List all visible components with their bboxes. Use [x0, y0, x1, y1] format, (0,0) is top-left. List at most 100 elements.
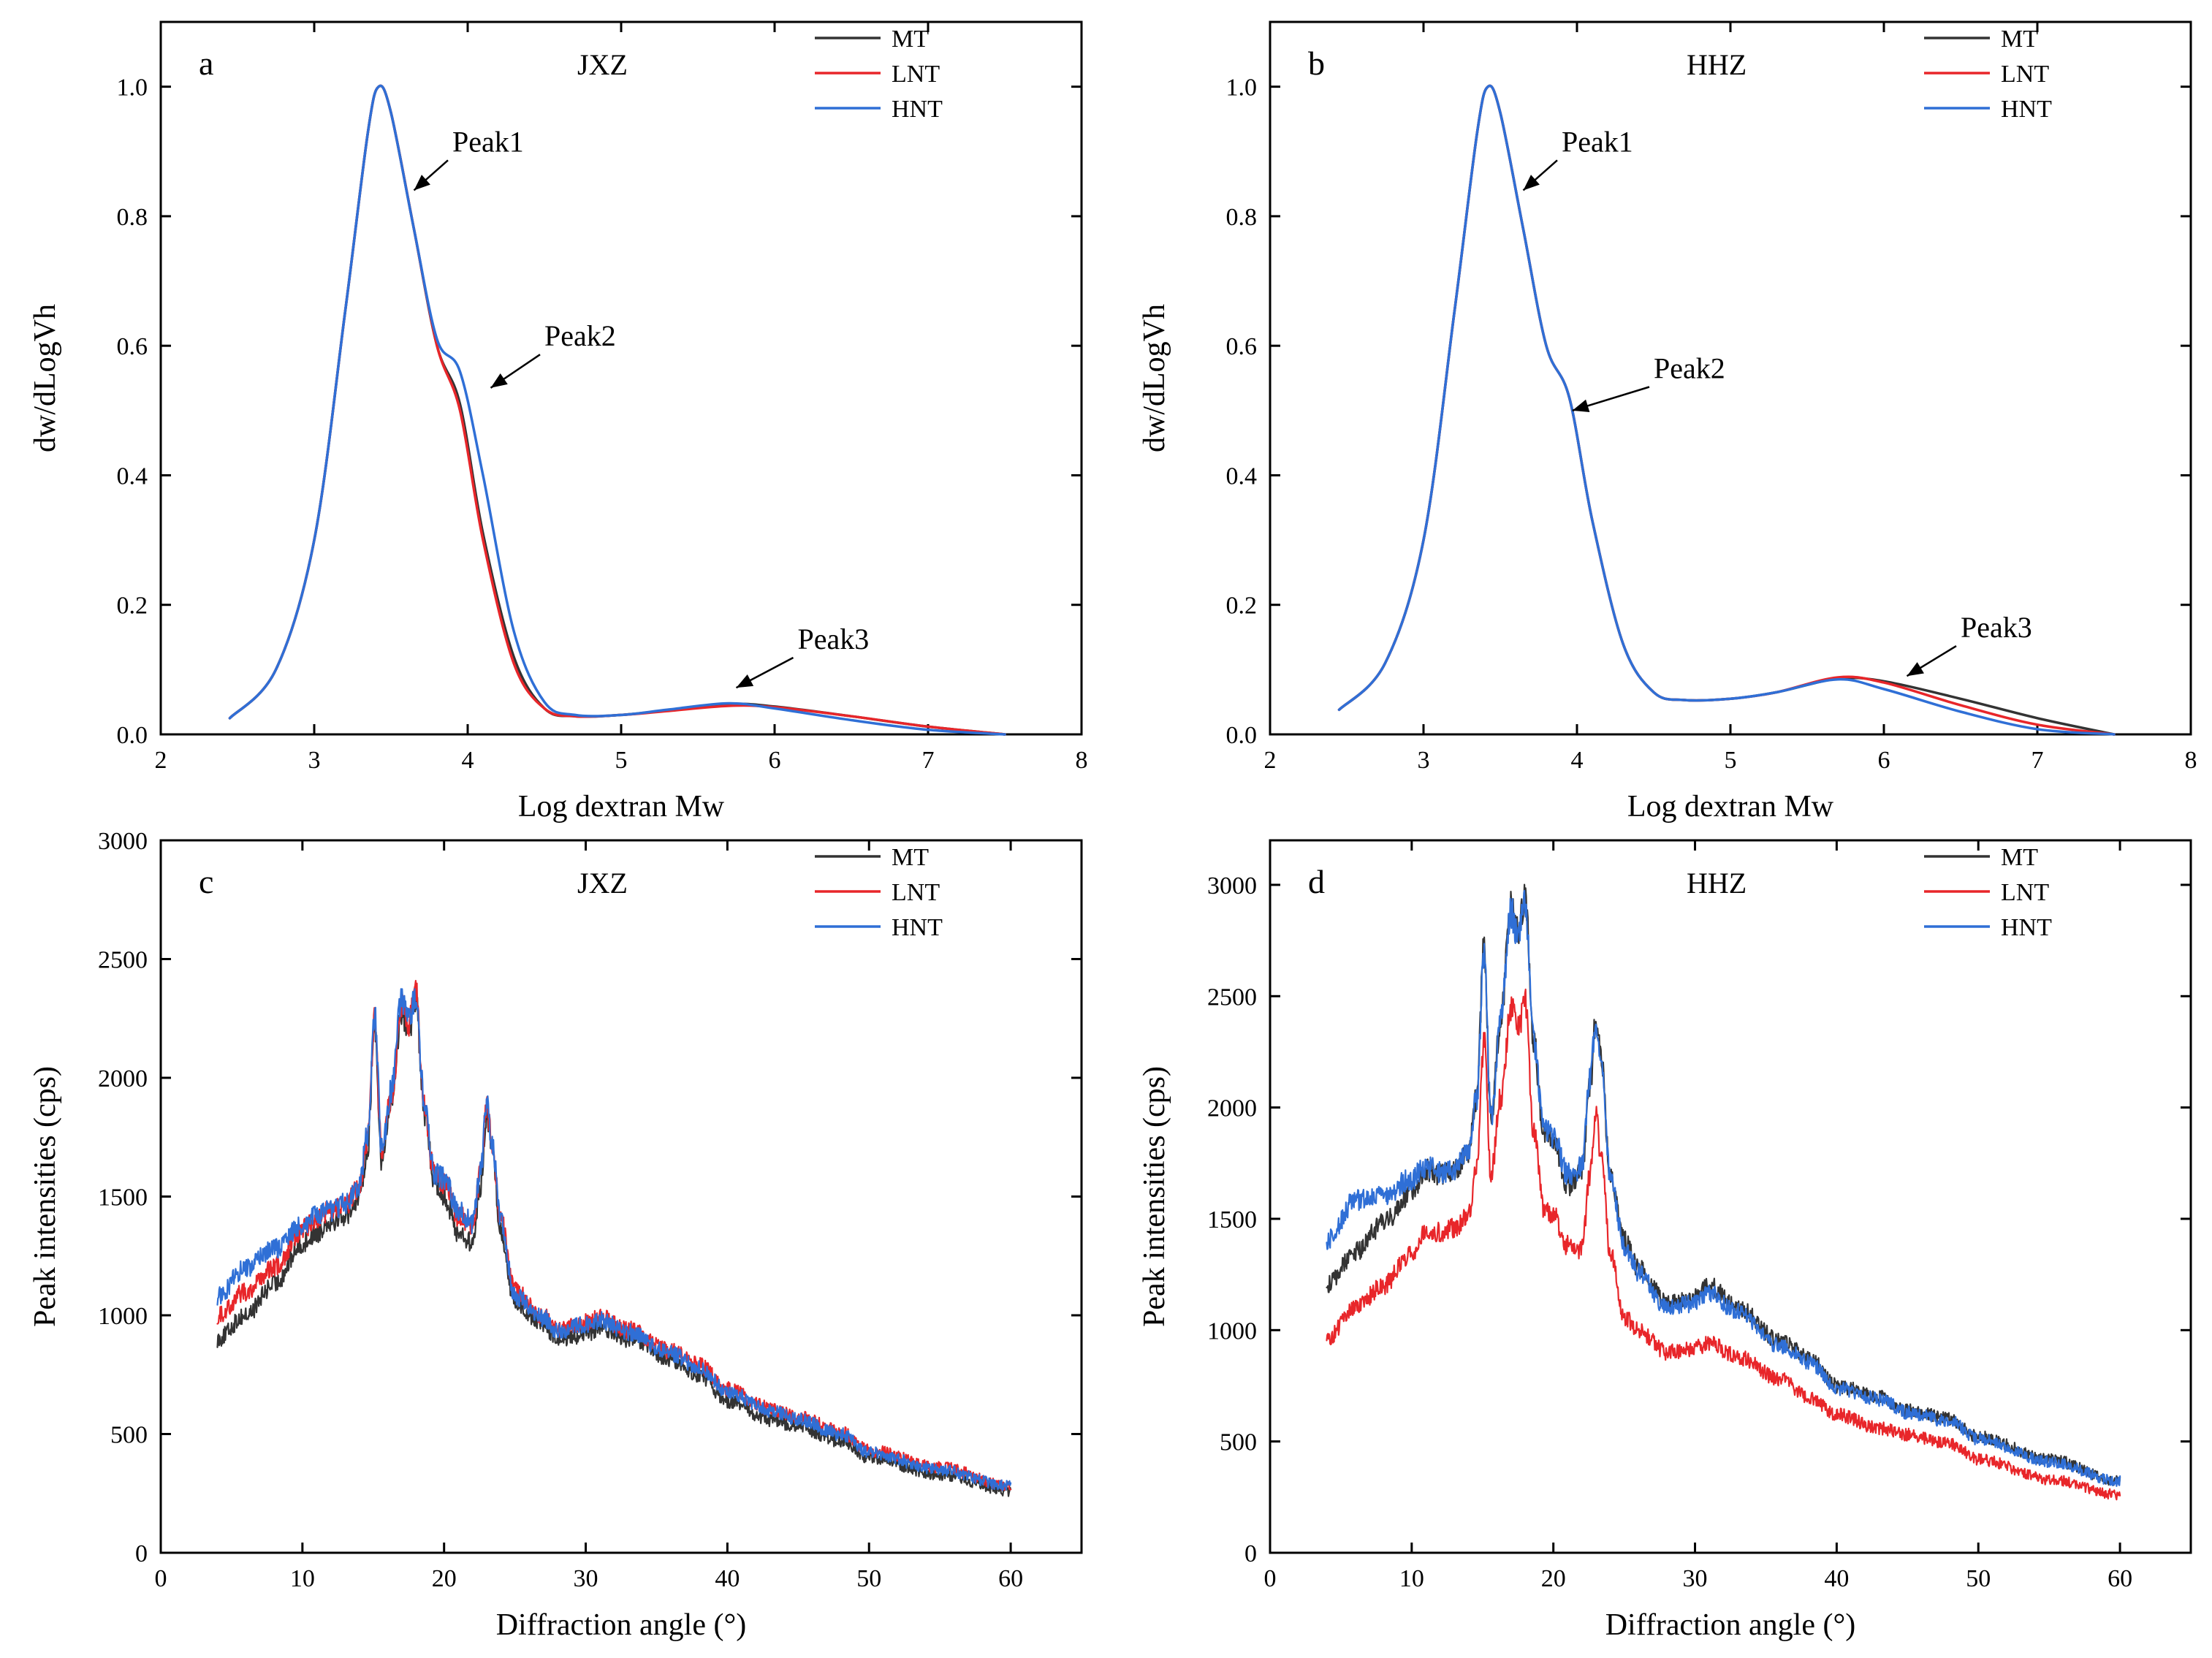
x-tick-label: 8: [1076, 747, 1088, 774]
y-tick-label: 500: [110, 1422, 148, 1449]
y-tick-label: 2500: [1207, 984, 1257, 1011]
x-tick-label: 6: [1878, 747, 1890, 774]
y-tick-label: 1.0: [117, 75, 148, 102]
panel-d: 0 10 20 30 40 50 60 0 500 1000 1500 2000 2500 3000 Dif…: [1138, 839, 2192, 1642]
series-line-lnt: [1326, 988, 2121, 1501]
panel-a: 2 3 4 5 6 7 8 0.0 0.2 0.4 0.6 0.8 1.0 Log dextran Mw d…: [28, 20, 1088, 824]
series-line-mt: [228, 84, 1006, 736]
panel-c: 0 10 20 30 40 50 60 0 500 1000 1500 2000 2500 3000 Dif…: [28, 828, 1083, 1642]
legend-label: HNT: [2001, 96, 2052, 123]
series-line-hnt: [1337, 84, 2116, 736]
series-line-mt: [216, 984, 1012, 1497]
x-tick-label: 40: [1824, 1565, 1849, 1592]
x-tick-label: 50: [856, 1565, 881, 1592]
x-axis-title: Diffraction angle (°): [1605, 1608, 1856, 1642]
x-tick-label: 30: [574, 1565, 598, 1592]
panel-title: HHZ: [1687, 867, 1747, 900]
x-tick-label: 10: [1399, 1565, 1424, 1592]
y-tick-label: 0.4: [1226, 463, 1258, 490]
plot-frame: [1269, 20, 2192, 736]
y-tick-label: 1500: [1207, 1206, 1257, 1233]
series-line-lnt: [228, 84, 1006, 736]
plot-frame: [1269, 839, 2192, 1554]
x-tick-label: 5: [615, 747, 628, 774]
y-tick-label: 0.6: [117, 333, 148, 360]
annotation-label: Peak1: [452, 125, 524, 158]
y-tick-label: 0.0: [117, 722, 148, 749]
y-tick-label: 3000: [1207, 872, 1257, 900]
x-tick-label: 30: [1683, 1565, 1708, 1592]
y-tick-label: 0.8: [117, 204, 148, 231]
x-tick-label: 60: [2108, 1565, 2132, 1592]
series-line-lnt: [216, 980, 1012, 1491]
y-axis-title: Peak intensities (cps): [1138, 1066, 1171, 1327]
y-tick-label: 1.0: [1226, 75, 1258, 102]
x-axis-title: Log dextran Mw: [1627, 790, 1834, 824]
x-tick-label: 60: [998, 1565, 1023, 1592]
series-line-mt: [1326, 883, 2121, 1486]
x-tick-label: 50: [1966, 1565, 1991, 1592]
y-tick-label: 0.2: [117, 593, 148, 620]
x-tick-label: 0: [155, 1565, 167, 1592]
y-tick-label: 500: [1220, 1429, 1257, 1456]
series-line-hnt: [228, 84, 1006, 736]
x-tick-label: 7: [922, 747, 935, 774]
y-tick-label: 0.4: [117, 463, 148, 490]
annotation-arrow-head: [736, 674, 754, 688]
legend-label: HNT: [2001, 914, 2052, 941]
panel-letter: c: [199, 863, 213, 900]
legend-label: MT: [892, 844, 929, 871]
x-tick-label: 6: [769, 747, 781, 774]
x-tick-label: 0: [1264, 1565, 1277, 1592]
x-tick-label: 4: [1571, 747, 1584, 774]
series-line-hnt: [1326, 889, 2121, 1487]
series-line-hnt: [216, 988, 1012, 1491]
x-axis-title: Diffraction angle (°): [496, 1608, 747, 1642]
legend-label: HNT: [892, 96, 943, 123]
legend-label: MT: [892, 26, 929, 53]
annotation-arrow-head: [490, 373, 508, 388]
panel-letter: a: [199, 45, 213, 82]
panel-title: HHZ: [1687, 48, 1747, 81]
y-axis-title: Peak intensities (cps): [28, 1066, 62, 1327]
x-tick-label: 7: [2032, 747, 2044, 774]
legend-label: MT: [2001, 26, 2038, 53]
x-tick-label: 20: [1541, 1565, 1566, 1592]
y-tick-label: 2000: [1207, 1095, 1257, 1122]
annotation-arrow-head: [1523, 175, 1540, 191]
annotation-arrow-head: [1907, 662, 1924, 677]
y-tick-label: 0: [1244, 1540, 1257, 1567]
annotation-label: Peak3: [1961, 611, 2032, 644]
y-tick-label: 0.2: [1226, 593, 1258, 620]
annotation-label: Peak1: [1562, 125, 1633, 158]
y-axis-title: dw/dLogVh: [28, 304, 62, 452]
plot-frame: [159, 839, 1083, 1554]
x-tick-label: 2: [155, 747, 167, 774]
x-tick-label: 5: [1725, 747, 1737, 774]
y-tick-label: 0: [135, 1540, 148, 1567]
x-axis-title: Log dextran Mw: [518, 790, 725, 824]
legend-label: LNT: [2001, 61, 2049, 88]
x-tick-label: 40: [715, 1565, 740, 1592]
legend-label: LNT: [2001, 879, 2049, 906]
y-tick-label: 2500: [98, 947, 148, 974]
x-tick-label: 2: [1264, 747, 1277, 774]
y-tick-label: 0.8: [1226, 204, 1258, 231]
y-tick-label: 3000: [98, 828, 148, 855]
x-tick-label: 20: [432, 1565, 457, 1592]
panel-letter: d: [1308, 863, 1325, 900]
annotation-label: Peak2: [1654, 352, 1725, 385]
panel-title: JXZ: [577, 48, 628, 81]
y-tick-label: 0.6: [1226, 333, 1258, 360]
panel-letter: b: [1308, 45, 1325, 82]
x-tick-label: 10: [290, 1565, 315, 1592]
annotation-label: Peak3: [798, 623, 870, 655]
legend-label: MT: [2001, 844, 2038, 871]
legend-label: HNT: [892, 914, 943, 941]
y-tick-label: 1000: [98, 1303, 148, 1330]
annotation-arrow-head: [1572, 399, 1590, 412]
x-tick-label: 4: [462, 747, 474, 774]
panel-title: JXZ: [577, 867, 628, 900]
x-tick-label: 3: [308, 747, 321, 774]
